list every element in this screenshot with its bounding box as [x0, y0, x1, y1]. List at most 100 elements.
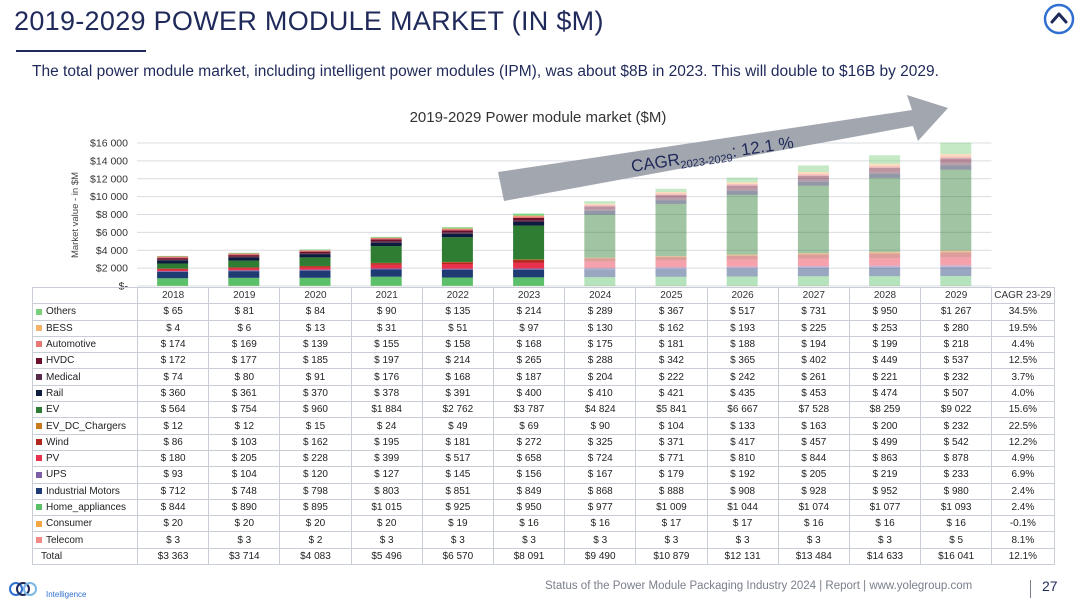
- table-cell: $ 135: [421, 303, 494, 321]
- table-cell: $ 19: [421, 515, 494, 533]
- table-cell: $ 3: [564, 531, 637, 549]
- table-cell: $ 139: [279, 335, 352, 354]
- bar-segment-ev: [869, 177, 901, 252]
- bar-segment-medical: [940, 163, 972, 166]
- bar-segment-wind: [228, 267, 260, 269]
- table-cell: $ 242: [706, 368, 779, 386]
- table-cell: $ 12: [208, 417, 281, 435]
- bar-segment-medical: [655, 198, 687, 201]
- table-cell: $ 13: [279, 319, 352, 337]
- table-cell: $ 20: [279, 515, 352, 533]
- y-tick-label: $8 000: [96, 209, 128, 221]
- cagr-cell: 4.4%: [991, 335, 1055, 354]
- table-cell: $ 84: [279, 303, 352, 321]
- bar-segment-rail: [940, 165, 972, 170]
- bar-segment-ev: [370, 246, 402, 263]
- footer-source: Status of the Power Module Packaging Ind…: [545, 580, 973, 592]
- bar-segment-wind: [299, 266, 331, 268]
- series-name: PV: [46, 453, 60, 465]
- bar-segment-rail: [655, 200, 687, 204]
- bar-segment-ev: [157, 263, 189, 269]
- table-cell: $ 16: [777, 515, 850, 533]
- table-header-year: 2023: [492, 286, 566, 305]
- table-cell: $ 890: [208, 498, 281, 517]
- table-cell: $ 219: [848, 466, 922, 484]
- table-cell: $ 4: [136, 319, 210, 337]
- table-cell: $ 199: [848, 335, 922, 354]
- table-cell: $ 193: [706, 319, 779, 337]
- cagr-cell: -0.1%: [991, 515, 1055, 533]
- bar-segment-ups: [441, 268, 473, 270]
- table-cell: $6 667: [706, 401, 779, 419]
- bar-segment-pv: [513, 262, 545, 269]
- bars: [157, 142, 972, 286]
- table-total-row: Total $3 363 $3 714 $4 083 $5 496 $6 570 $8 09…: [32, 547, 1055, 566]
- table-cell: $ 130: [564, 319, 637, 337]
- bar-segment-home-appliances: [228, 277, 260, 286]
- bar-segment-hvdc: [655, 195, 687, 199]
- bar-segment-home-appliances: [869, 276, 901, 286]
- table-cell: $ 31: [350, 319, 423, 337]
- table-row: Consumer $ 20 $ 20 $ 20 $ 20 $ 19 $ 16 $ 16 $ 17…: [32, 515, 1055, 533]
- table-cell: $ 771: [635, 449, 708, 468]
- table-cell: $ 950: [492, 498, 566, 517]
- bar-segment-wind: [584, 258, 616, 262]
- table-cell: $ 863: [848, 449, 922, 468]
- bar-segment-automotive: [370, 237, 402, 240]
- table-cell: $12 131: [706, 547, 779, 566]
- table-cell: $ 391: [421, 384, 494, 403]
- table-cell: $ 370: [279, 384, 352, 403]
- bar-segment-industrial-motors: [726, 268, 758, 277]
- table-cell: $ 188: [706, 335, 779, 354]
- table-cell: $ 6: [208, 319, 281, 337]
- table-cell: $ 878: [920, 449, 993, 468]
- table-cell: $ 325: [564, 433, 637, 451]
- table-cell: $ 167: [564, 466, 637, 484]
- table-cell: $ 185: [279, 352, 352, 370]
- table-cell: $ 402: [777, 352, 850, 370]
- bar-segment-bess: [584, 203, 616, 205]
- table-cell: $ 49: [421, 417, 494, 435]
- table-cell: $ 214: [421, 352, 494, 370]
- bar-segment-rail: [228, 257, 260, 261]
- table-cell: $ 195: [350, 433, 423, 451]
- table-cell: $ 798: [279, 482, 352, 500]
- bar-segment-pv: [441, 264, 473, 269]
- legend-swatch: [36, 439, 42, 446]
- brand-sub-text: Intelligence: [46, 590, 87, 599]
- series-label: PV: [32, 449, 138, 468]
- table-cell: $1 093: [920, 498, 993, 517]
- bar-segment-industrial-motors: [869, 267, 901, 277]
- footer-divider: [1030, 580, 1031, 598]
- bar-segment-wind: [869, 253, 901, 259]
- legend-swatch: [36, 536, 42, 543]
- table-cell: $ 977: [564, 498, 637, 517]
- chevron-up-icon[interactable]: [1043, 3, 1075, 35]
- table-cell: $ 542: [920, 433, 993, 451]
- table-cell: $ 980: [920, 482, 993, 500]
- table-cell: $ 474: [848, 384, 922, 403]
- table-cell: $ 399: [350, 449, 423, 468]
- cagr-cell: 2.4%: [991, 498, 1055, 517]
- table-header-year: 2028: [848, 286, 922, 305]
- table-cell: $ 145: [421, 466, 494, 484]
- table-cell: $ 537: [920, 352, 993, 370]
- table-cell: $ 225: [777, 319, 850, 337]
- table-cell: $ 90: [350, 303, 423, 321]
- bar-segment-ev-dc-chargers: [940, 250, 972, 253]
- table-cell: $ 179: [635, 466, 708, 484]
- bar-segment-bess: [940, 153, 972, 157]
- cagr-cell: 3.7%: [991, 368, 1055, 386]
- bar-segment-hvdc: [940, 158, 972, 164]
- legend-swatch: [36, 455, 42, 462]
- table-cell: $ 91: [279, 368, 352, 386]
- bar-segment-others: [655, 188, 687, 193]
- table-cell: $5 841: [635, 401, 708, 419]
- table-cell: $ 175: [564, 335, 637, 354]
- bar-segment-automotive: [726, 183, 758, 186]
- table-cell: $1 074: [777, 498, 850, 517]
- table-cell: $ 176: [350, 368, 423, 386]
- table-cell: $ 3: [350, 531, 423, 549]
- legend-swatch: [36, 406, 42, 413]
- table-header-row: 2018 2019 2020 2021 2022 2023 2024 2025 2026 2027…: [32, 286, 1055, 305]
